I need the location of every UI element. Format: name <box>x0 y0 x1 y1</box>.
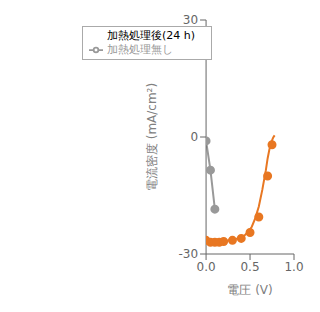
svg-text:0.0: 0.0 <box>197 260 216 274</box>
svg-text:電流密度 (mA/cm²): 電流密度 (mA/cm²) <box>145 83 159 191</box>
html-text:加熱処理後(24 h): 加熱処理後(24 h) <box>107 29 196 42</box>
svg-text:電圧 (V): 電圧 (V) <box>227 283 272 297</box>
html-text:加熱処理無し: 加熱処理無し <box>107 43 173 56</box>
svg-text:30: 30 <box>183 13 198 27</box>
svg-text:1.0: 1.0 <box>284 260 303 274</box>
svg-text:0: 0 <box>190 130 198 144</box>
svg-text:-30: -30 <box>178 247 198 261</box>
svg-text:0.5: 0.5 <box>240 260 259 274</box>
